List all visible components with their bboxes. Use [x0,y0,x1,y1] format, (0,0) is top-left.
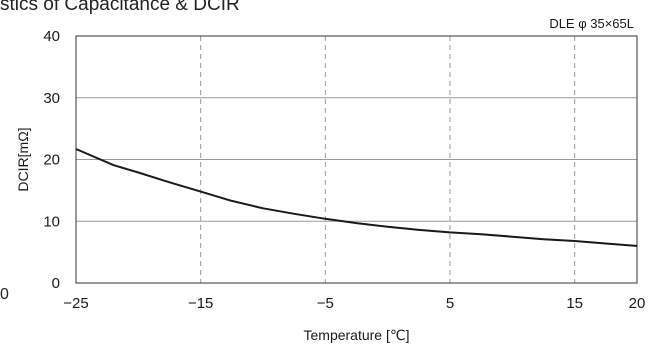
y-axis-label: DCIR[mΩ] [15,127,31,191]
y-tick-label: 0 [52,275,60,292]
series-line-dcir [75,148,638,247]
series-layer [75,148,638,247]
y-tick-label: 20 [43,152,60,169]
y-tick-label: 40 [43,28,60,45]
stray-axis-mark: 0 [0,286,9,303]
x-tick-label: −25 [63,295,88,312]
plot-frame [75,35,638,284]
x-tick-label: 15 [566,295,583,312]
chart-annotation: DLE φ 35×65L [549,16,634,31]
grid-lines [76,36,637,283]
x-tick-label: 5 [446,295,454,312]
chart-title-partial: stics of Capacitance & DCIR [0,0,240,15]
x-tick-label: −15 [188,295,213,312]
y-tick-label: 30 [43,90,60,107]
y-tick-labels: 0 10 20 30 40 [43,28,60,292]
y-tick-label: 10 [43,213,60,230]
x-axis-label: Temperature [℃] [304,327,410,343]
x-tick-labels: −25 −15 −5 5 15 20 [63,295,645,312]
x-tick-label: −5 [317,295,334,312]
x-tick-label: 20 [629,295,646,312]
